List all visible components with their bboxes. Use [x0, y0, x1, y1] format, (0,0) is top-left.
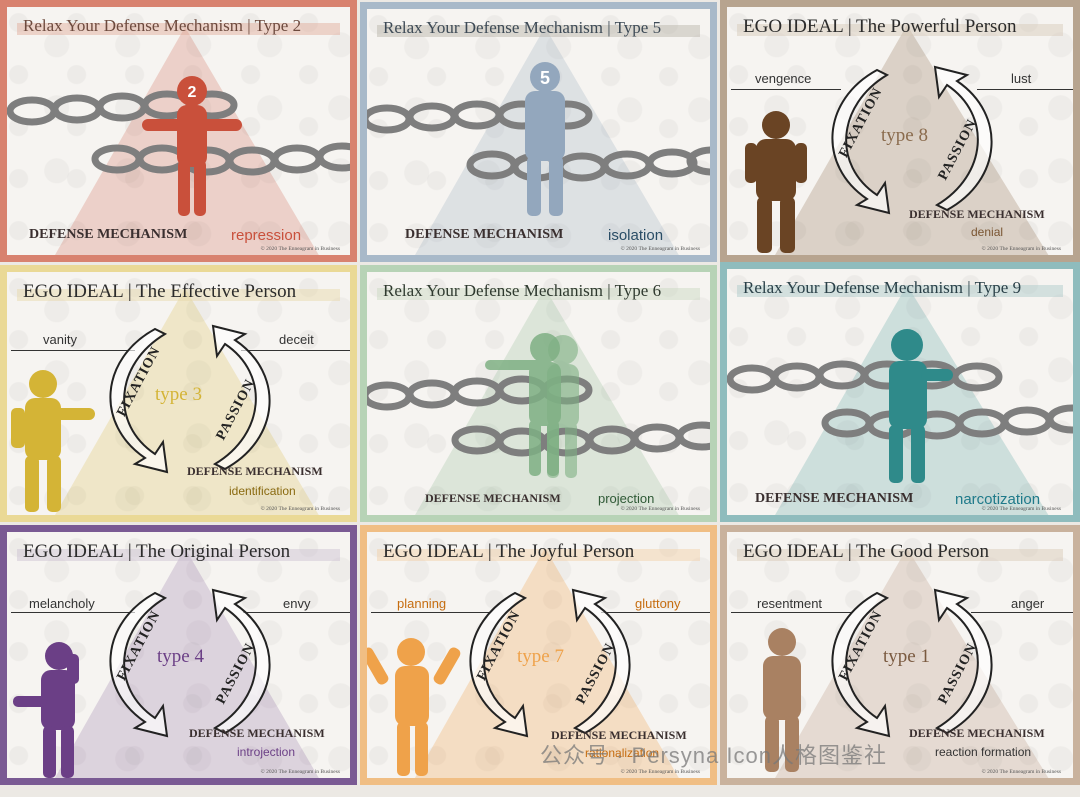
card-type-6: Relax Your Defense Mechanism | Type 6 DE…	[360, 265, 717, 522]
person-figure-icon: 2	[142, 76, 242, 216]
passion-word: deceit	[279, 332, 314, 347]
copyright-text: © 2020 The Enneagram in Business	[981, 769, 1061, 775]
fixation-word: resentment	[757, 596, 823, 611]
card-title: Relax Your Defense Mechanism | Type 9	[737, 277, 1063, 299]
mechanism-word: repression	[231, 227, 302, 244]
divider-left	[11, 350, 135, 351]
svg-text:5: 5	[540, 68, 550, 88]
defense-mechanism-label: DEFENSE MECHANISM	[189, 726, 325, 740]
light-triangle	[775, 25, 1049, 255]
person-figure-icon	[889, 329, 953, 483]
card-title: EGO IDEAL | The Original Person	[17, 540, 340, 564]
defense-mechanism-label: DEFENSE MECHANISM	[187, 464, 323, 478]
fixation-word: vanity	[43, 332, 77, 347]
card-title: Relax Your Defense Mechanism | Type 2	[17, 15, 340, 37]
copyright-text: © 2020 The Enneagram in Business	[260, 506, 340, 512]
card-type-3: EGO IDEAL | The Effective Person vanity …	[0, 265, 357, 522]
divider-right	[243, 612, 350, 613]
type-label: type 8	[881, 125, 928, 146]
mechanism-word: identification	[229, 484, 296, 498]
person-figure-icon	[13, 642, 79, 778]
mechanism-word: projection	[598, 491, 655, 506]
mechanism-word: narcotization	[955, 491, 1041, 508]
card-title: EGO IDEAL | The Powerful Person	[737, 15, 1063, 39]
divider-left	[731, 612, 851, 613]
card-type-9: Relax Your Defense Mechanism | Type 9 DE…	[720, 262, 1080, 522]
passion-word: lust	[1011, 71, 1032, 86]
card-title: EGO IDEAL | The Effective Person	[17, 280, 340, 304]
copyright-text: © 2020 The Enneagram in Business	[260, 769, 340, 775]
light-triangle	[414, 548, 679, 778]
card-title: Relax Your Defense Mechanism | Type 6	[377, 280, 700, 302]
card-type-2: Relax Your Defense Mechanism | Type 2 2 …	[0, 0, 357, 262]
svg-text:2: 2	[188, 84, 197, 101]
light-triangle	[54, 548, 319, 778]
watermark-text: 公众号 · Persyna Icon人格图鉴社	[540, 743, 887, 768]
defense-mechanism-label: DEFENSE MECHANISM	[551, 728, 687, 742]
defense-mechanism-label: DEFENSE MECHANISM	[29, 227, 188, 242]
card-type-1: EGO IDEAL | The Good Person resentment a…	[720, 525, 1080, 785]
copyright-text: © 2020 The Enneagram in Business	[981, 246, 1061, 252]
light-triangle	[775, 548, 1049, 778]
copyright-text: © 2020 The Enneagram in Business	[620, 246, 700, 252]
cycle-arrows-icon	[831, 65, 993, 215]
passion-word: gluttony	[635, 596, 681, 611]
mechanism-word: reaction formation	[935, 745, 1032, 759]
type-label: type 3	[155, 384, 202, 405]
defense-mechanism-label: DEFENSE MECHANISM	[425, 491, 561, 505]
person-figure-icon: 5	[525, 62, 565, 216]
card-type-7: EGO IDEAL | The Joyful Person planning g…	[360, 525, 717, 785]
cycle-arrows-icon	[831, 588, 993, 738]
light-triangle	[55, 288, 319, 515]
copyright-text: © 2020 The Enneagram in Business	[620, 506, 700, 512]
defense-mechanism-label: DEFENSE MECHANISM	[405, 227, 564, 242]
type-label: type 4	[157, 646, 204, 667]
person-figure-icon	[763, 628, 801, 772]
mechanism-word: isolation	[608, 227, 664, 244]
divider-right	[977, 89, 1073, 90]
card-title: Relax Your Defense Mechanism | Type 5	[377, 17, 700, 39]
cycle-arrows-icon	[109, 324, 271, 474]
defense-mechanism-label: DEFENSE MECHANISM	[755, 491, 914, 506]
cycle-arrows-icon	[109, 588, 271, 738]
mechanism-word: rationalization	[585, 746, 660, 760]
person-figure-icon	[745, 111, 807, 253]
card-type-5: Relax Your Defense Mechanism | Type 5 5 …	[360, 2, 717, 262]
divider-left	[731, 89, 841, 90]
divider-right	[241, 350, 350, 351]
copyright-text: © 2020 The Enneagram in Business	[981, 506, 1061, 512]
copyright-text: © 2020 The Enneagram in Business	[620, 769, 700, 775]
mechanism-word: introjection	[237, 745, 296, 759]
fixation-word: planning	[397, 596, 447, 611]
copyright-text: © 2020 The Enneagram in Business	[260, 246, 340, 252]
person-figure-icon	[11, 370, 95, 512]
person-figure-icon	[367, 638, 461, 776]
card-title: EGO IDEAL | The Joyful Person	[377, 540, 700, 564]
type-label: type 7	[517, 646, 564, 667]
fixation-word: melancholy	[29, 596, 95, 611]
person-figure-icon	[485, 333, 579, 478]
defense-mechanism-label: DEFENSE MECHANISM	[909, 207, 1045, 221]
chain-icon	[367, 375, 710, 457]
divider-left	[11, 612, 135, 613]
type-label: type 1	[883, 646, 930, 667]
divider-right	[601, 612, 710, 613]
card-title: EGO IDEAL | The Good Person	[737, 540, 1063, 564]
card-type-4: EGO IDEAL | The Original Person melancho…	[0, 525, 357, 785]
mechanism-word: denial	[971, 225, 1004, 239]
fixation-word: vengence	[755, 71, 812, 86]
cycle-arrows-icon	[469, 588, 631, 738]
card-type-8: EGO IDEAL | The Powerful Person vengence…	[720, 0, 1080, 262]
passion-word: envy	[283, 596, 311, 611]
divider-left	[371, 612, 489, 613]
defense-mechanism-label: DEFENSE MECHANISM	[909, 726, 1045, 740]
passion-word: anger	[1011, 596, 1045, 611]
divider-right	[971, 612, 1073, 613]
